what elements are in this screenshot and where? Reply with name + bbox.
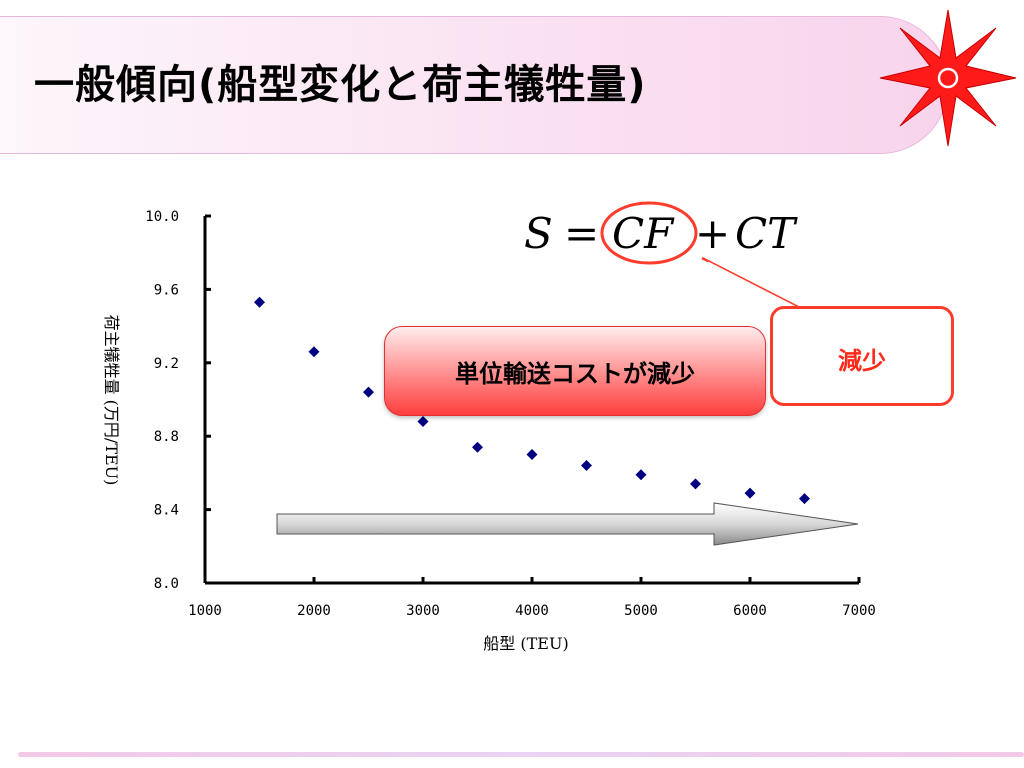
x-tick-label: 7000	[842, 603, 876, 619]
data-point	[744, 487, 756, 499]
x-axis-title: 船型 (TEU)	[483, 634, 568, 653]
x-tick-label: 2000	[297, 603, 331, 619]
decrease-callout: 減少	[770, 306, 954, 406]
formula: S = CF + CT	[524, 201, 798, 265]
x-tick-label: 6000	[733, 603, 767, 619]
y-tick-label: 8.4	[154, 503, 179, 519]
formula-S: S	[524, 209, 553, 258]
x-tick-label: 1000	[188, 603, 222, 619]
data-point	[799, 493, 810, 505]
y-tick-label: 10.0	[145, 209, 179, 225]
data-point	[690, 478, 701, 490]
data-point	[308, 346, 320, 358]
data-point	[472, 441, 483, 453]
y-tick-label: 8.8	[154, 429, 179, 445]
x-tick-label: 3000	[406, 603, 440, 619]
y-tick-label: 8.0	[154, 576, 179, 592]
title-band	[0, 16, 949, 154]
x-tick-label: 4000	[515, 603, 549, 619]
data-point	[526, 449, 538, 461]
formula-CT: CT	[735, 209, 798, 258]
data-point	[635, 469, 647, 481]
chart-ticks: 1000 2000 3000 4000 5000 6000 7000 10.0 9.6 9.2 8.…	[145, 209, 876, 619]
chart-points	[254, 296, 810, 505]
cf-highlight-ellipse	[600, 201, 698, 265]
gradient-right-arrow-icon	[276, 502, 859, 546]
formula-plus: +	[695, 209, 730, 258]
x-tick-label: 5000	[624, 603, 658, 619]
formula-equals: =	[564, 209, 599, 258]
data-point	[417, 416, 429, 428]
y-tick-label: 9.2	[154, 356, 179, 372]
y-tick-label: 9.6	[154, 282, 179, 298]
red-compass-star-icon	[879, 9, 1017, 147]
unit-cost-callout: 単位輸送コストが減少	[384, 326, 766, 416]
bottom-divider	[18, 752, 1024, 757]
y-axis-title: 荷主犠牲量 (万円/TEU)	[102, 315, 121, 486]
slide-title: 一般傾向(船型変化と荷主犠牲量)	[34, 62, 647, 108]
data-point	[254, 296, 265, 308]
data-point	[581, 460, 592, 472]
formula-CF: CF	[612, 209, 675, 258]
data-point	[363, 386, 374, 398]
